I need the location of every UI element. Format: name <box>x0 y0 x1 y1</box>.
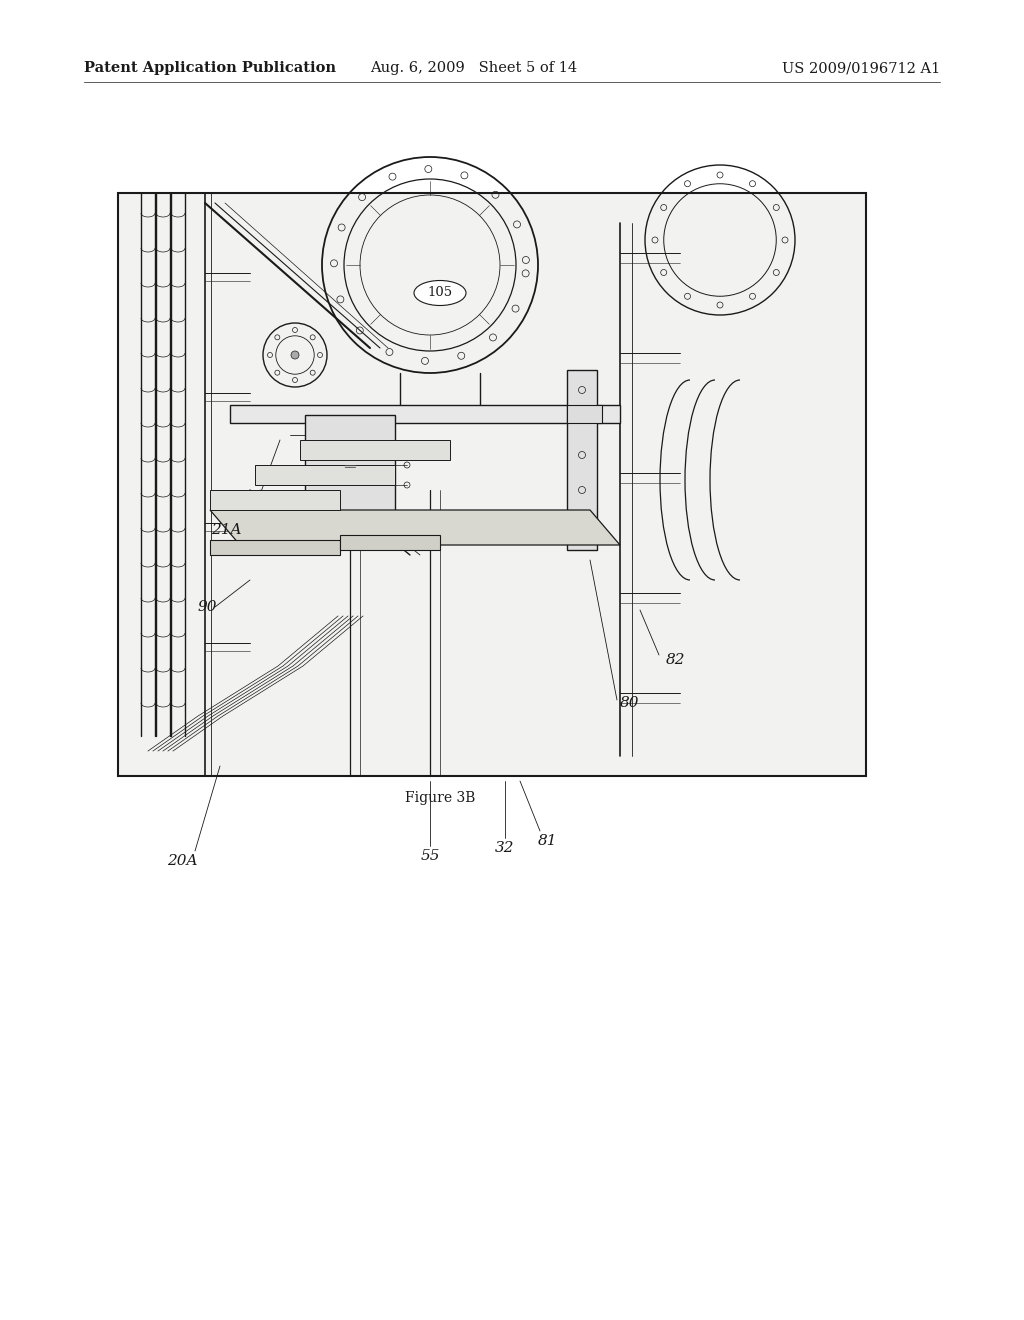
Polygon shape <box>210 510 620 545</box>
Bar <box>118 193 866 776</box>
Ellipse shape <box>414 281 466 305</box>
Text: ══: ══ <box>344 462 356 473</box>
Text: 105: 105 <box>427 286 453 300</box>
Bar <box>210 490 340 510</box>
Bar <box>118 193 866 776</box>
Text: Patent Application Publication: Patent Application Publication <box>84 61 336 75</box>
Text: 32: 32 <box>496 841 515 855</box>
Bar <box>230 405 620 422</box>
Text: 21A: 21A <box>211 523 242 537</box>
Bar <box>118 193 866 776</box>
Text: US 2009/0196712 A1: US 2009/0196712 A1 <box>781 61 940 75</box>
Bar <box>300 440 450 459</box>
Text: 55: 55 <box>420 849 439 863</box>
Bar <box>567 405 602 422</box>
Bar <box>255 465 395 484</box>
Text: 20A: 20A <box>167 854 198 869</box>
Bar <box>340 535 440 550</box>
Bar <box>305 414 395 520</box>
Text: 82: 82 <box>666 653 685 667</box>
Text: 80: 80 <box>620 696 640 710</box>
Text: Aug. 6, 2009   Sheet 5 of 14: Aug. 6, 2009 Sheet 5 of 14 <box>370 61 578 75</box>
Text: 90: 90 <box>198 601 217 614</box>
Circle shape <box>291 351 299 359</box>
Bar <box>567 370 597 550</box>
Text: 81: 81 <box>539 834 558 847</box>
Bar <box>210 540 340 554</box>
Text: Figure 3B: Figure 3B <box>404 791 475 805</box>
